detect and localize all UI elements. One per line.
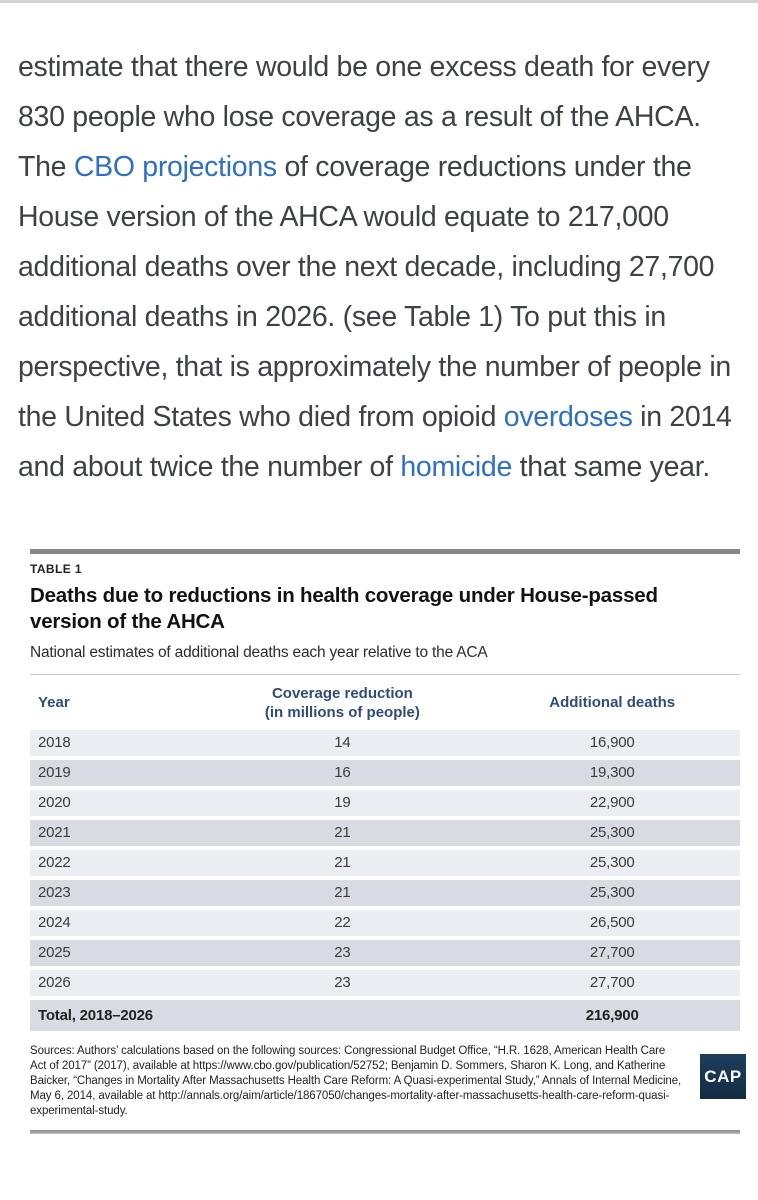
table-row: 2024 22 26,500 — [30, 909, 740, 936]
column-header-coverage-line1: Coverage reduction — [271, 684, 413, 702]
table-total-row: Total, 2018–2026 216,900 — [30, 999, 740, 1031]
cell-total-deaths: 216,900 — [585, 1006, 639, 1024]
cell-deaths: 25,300 — [589, 854, 635, 871]
cell-year: 2024 — [38, 914, 71, 931]
table-row: 2020 19 22,900 — [30, 789, 740, 816]
table-header-row: Year Coverage reduction (in millions of … — [30, 673, 740, 730]
cell-deaths: 16,900 — [589, 734, 635, 751]
link-homicide[interactable]: homicide — [400, 450, 512, 483]
cell-deaths: 19,300 — [589, 764, 635, 781]
cell-deaths: 25,300 — [589, 884, 635, 901]
table-row: 2025 23 27,700 — [30, 939, 740, 966]
article-paragraph: estimate that there would be one excess … — [0, 29, 758, 492]
cell-deaths: 25,300 — [589, 824, 635, 841]
table-title: Deaths due to reductions in health cover… — [30, 583, 658, 633]
table-row: 2018 14 16,900 — [30, 729, 740, 756]
cell-deaths: 26,500 — [589, 914, 635, 931]
column-header-deaths: Additional deaths — [549, 694, 676, 711]
cell-deaths: 22,900 — [589, 794, 635, 811]
cell-year: 2022 — [38, 854, 71, 871]
figure-top-bar — [30, 548, 740, 554]
cell-year: 2020 — [38, 794, 71, 811]
figure-bottom-rule — [30, 1129, 740, 1134]
table-row: 2022 21 25,300 — [30, 849, 740, 876]
column-header-coverage-line2: (in millions of people) — [264, 703, 420, 721]
column-header-coverage: Coverage reduction (in millions of peopl… — [200, 684, 484, 722]
cell-deaths: 27,700 — [589, 944, 635, 961]
table-row: 2019 16 19,300 — [30, 759, 740, 786]
sources-text: Sources: Authors’ calculations based on … — [30, 1044, 682, 1117]
cell-coverage: 14 — [334, 734, 351, 751]
cell-year: 2026 — [38, 974, 71, 991]
cap-logo-text: CAP — [704, 1066, 742, 1086]
cell-deaths: 27,700 — [589, 974, 635, 991]
cell-year: 2021 — [38, 824, 71, 841]
table-kicker: TABLE 1 — [30, 561, 82, 576]
cell-coverage: 19 — [334, 794, 351, 811]
cell-year: 2025 — [38, 944, 71, 961]
table-row: 2021 21 25,300 — [30, 819, 740, 846]
paragraph-text: in 2014 and about twice the number of — [18, 400, 732, 483]
cell-coverage: 16 — [334, 764, 351, 781]
paragraph-text: that same year. — [512, 450, 711, 483]
cell-total-label: Total, 2018–2026 — [38, 1006, 153, 1024]
table-figure: TABLE 1 Deaths due to reductions in heal… — [30, 548, 740, 1031]
paragraph-text: of coverage reductions under the House v… — [18, 150, 731, 433]
link-cbo-projections[interactable]: CBO projections — [73, 150, 277, 183]
link-overdoses[interactable]: overdoses — [503, 400, 633, 433]
table-row: 2023 21 25,300 — [30, 879, 740, 906]
cell-year: 2019 — [38, 764, 71, 781]
page-top-border — [0, 0, 758, 3]
cell-coverage: 23 — [334, 944, 351, 961]
table-row: 2026 23 27,700 — [30, 969, 740, 996]
sources-block: Sources: Authors’ calculations based on … — [30, 1044, 746, 1119]
cell-coverage: 22 — [334, 914, 351, 931]
cell-coverage: 21 — [334, 824, 351, 841]
cell-year: 2018 — [38, 734, 71, 751]
paragraph-text: estimate that there would be one excess … — [18, 50, 710, 183]
cell-coverage: 21 — [334, 854, 351, 871]
cell-coverage: 23 — [334, 974, 351, 991]
cell-coverage: 21 — [334, 884, 351, 901]
cap-logo: CAP — [700, 1053, 746, 1099]
cell-year: 2023 — [38, 884, 71, 901]
table-subtitle: National estimates of additional deaths … — [30, 643, 488, 661]
column-header-year: Year — [38, 694, 70, 711]
